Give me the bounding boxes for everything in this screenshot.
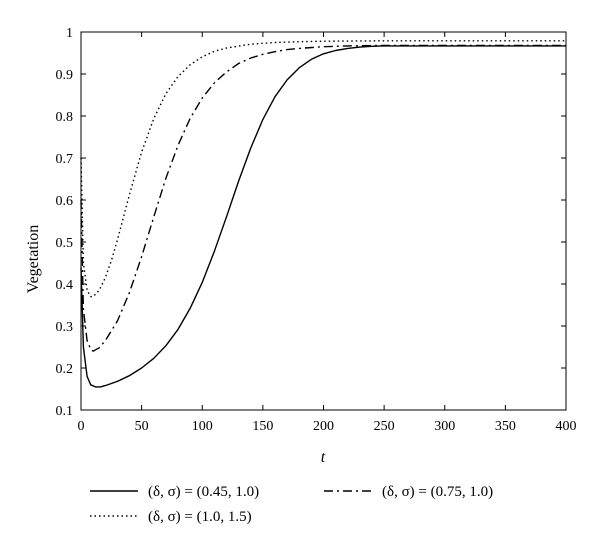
x-axis-label: t <box>321 449 326 466</box>
y-axis-ticks: 0.1 0.2 0.3 0.4 0.5 0.6 0.7 0.8 0.9 1 <box>56 26 566 419</box>
y-tick-label: 0.7 <box>56 152 74 167</box>
x-tick-label: 350 <box>495 419 516 434</box>
y-tick-label: 0.3 <box>56 320 74 335</box>
legend-label: (δ, σ) = (1.0, 1.5) <box>148 509 252 525</box>
legend-label: (δ, σ) = (0.45, 1.0) <box>148 484 259 500</box>
y-tick-label: 0.8 <box>56 110 74 125</box>
plot-area-border <box>80 31 567 411</box>
x-tick-label: 50 <box>135 419 149 434</box>
x-tick-label: 0 <box>78 419 85 434</box>
y-tick-label: 1 <box>66 26 73 41</box>
y-tick-label: 0.4 <box>56 278 74 293</box>
x-tick-label: 200 <box>313 419 334 434</box>
legend-label: (δ, σ) = (0.75, 1.0) <box>382 484 493 500</box>
y-tick-label: 0.9 <box>56 68 74 83</box>
y-tick-label: 0.2 <box>56 362 74 377</box>
x-tick-label: 250 <box>374 419 395 434</box>
x-tick-label: 400 <box>556 419 577 434</box>
plot-frame <box>80 31 567 411</box>
series-lines <box>80 40 566 388</box>
x-tick-label: 100 <box>192 419 213 434</box>
x-axis-ticks: 0 50 100 150 200 250 300 350 400 <box>78 32 577 434</box>
legend: (δ, σ) = (0.45, 1.0) (δ, σ) = (0.75, 1.0)… <box>90 484 493 525</box>
dashdot-series-line <box>80 44 566 352</box>
x-tick-label: 300 <box>434 419 455 434</box>
solid-series-line <box>80 45 566 388</box>
y-tick-label: 0.6 <box>56 194 74 209</box>
y-tick-label: 0.5 <box>56 236 74 251</box>
x-tick-label: 150 <box>252 419 273 434</box>
y-tick-label: 0.1 <box>56 404 74 419</box>
y-axis-label: Vegetation <box>25 225 42 293</box>
dotted-series-line <box>80 40 566 298</box>
